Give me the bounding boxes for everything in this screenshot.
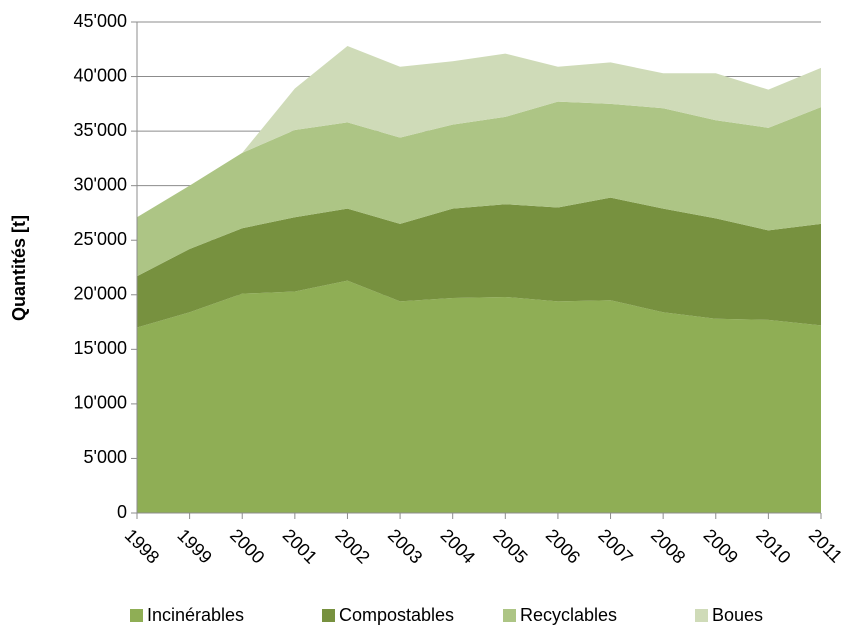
- x-tick-label: 2007: [594, 525, 636, 567]
- y-tick-label: 10'000: [74, 393, 128, 413]
- x-tick-label: 2010: [752, 525, 794, 567]
- area: [137, 101, 821, 277]
- x-tick-label: 2011: [805, 525, 847, 567]
- x-tick-label: 2002: [331, 525, 373, 567]
- legend-swatch: [322, 609, 335, 622]
- x-tick-label: 2001: [279, 525, 321, 567]
- y-axis-label: Quantités [t]: [9, 215, 29, 321]
- y-tick-label: 15'000: [74, 338, 128, 358]
- x-tick-label: 2000: [226, 525, 268, 567]
- y-tick-label: 0: [117, 502, 127, 522]
- x-tick-label: 2005: [489, 525, 531, 567]
- y-tick-label: 25'000: [74, 229, 128, 249]
- legend-label: Boues: [712, 605, 763, 625]
- legend-swatch: [695, 609, 708, 622]
- legend-swatch: [130, 609, 143, 622]
- y-tick-label: 35'000: [74, 120, 128, 140]
- x-tick-label: 2003: [384, 525, 426, 567]
- area: [137, 280, 821, 513]
- legend-swatch: [503, 609, 516, 622]
- x-tick-label: 2009: [700, 525, 742, 567]
- x-tick-label: 2006: [542, 525, 584, 567]
- x-tick-label: 2008: [647, 525, 689, 567]
- legend-label: Incinérables: [147, 605, 244, 625]
- area: [137, 197, 821, 328]
- y-tick-label: 5'000: [84, 447, 127, 467]
- y-tick-label: 40'000: [74, 65, 128, 85]
- y-tick-label: 45'000: [74, 11, 128, 31]
- area: [137, 46, 821, 218]
- y-tick-label: 30'000: [74, 174, 128, 194]
- x-tick-label: 1998: [121, 525, 163, 567]
- legend-label: Compostables: [339, 605, 454, 625]
- x-tick-label: 2004: [437, 525, 479, 567]
- y-tick-label: 20'000: [74, 284, 128, 304]
- legend-label: Recyclables: [520, 605, 617, 625]
- x-tick-label: 1999: [173, 525, 215, 567]
